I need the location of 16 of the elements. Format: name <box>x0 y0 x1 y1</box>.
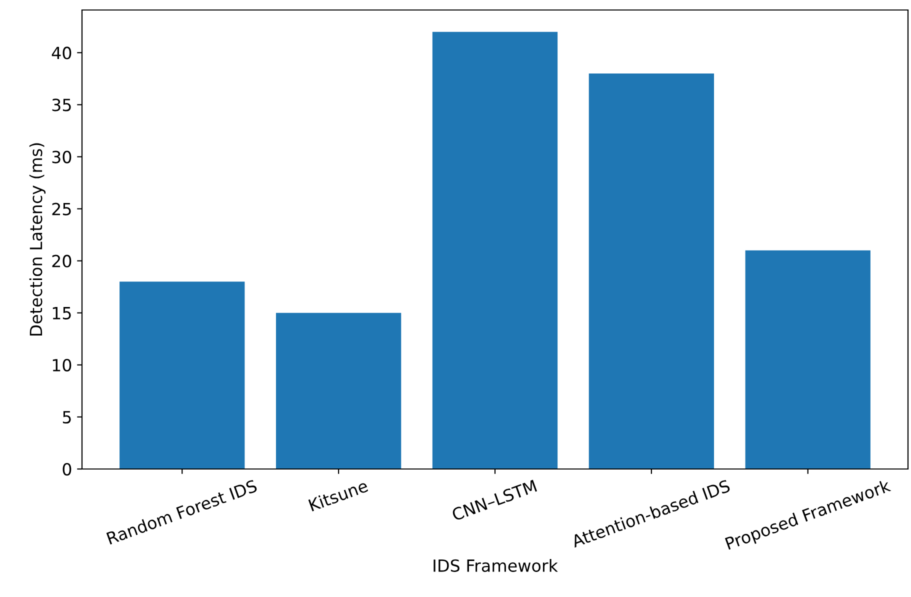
y-tick-label: 25 <box>52 202 71 216</box>
y-tick-label: 30 <box>52 150 72 164</box>
bar <box>120 282 245 469</box>
y-tick-label: 40 <box>52 46 72 60</box>
bar <box>432 32 558 469</box>
y-tick-label: 5 <box>62 411 71 424</box>
x-axis-title: IDS Framework <box>434 559 558 572</box>
bar <box>588 73 714 469</box>
y-tick-label: 20 <box>52 254 72 268</box>
bar <box>276 312 402 469</box>
y-axis-title: Detection Latency (ms) <box>29 143 46 336</box>
bar <box>745 250 870 469</box>
y-tick-label: 35 <box>52 98 71 112</box>
y-tick-label: 15 <box>52 307 71 320</box>
y-tick-label: 0 <box>62 462 72 476</box>
y-tick-label: 10 <box>52 358 72 372</box>
